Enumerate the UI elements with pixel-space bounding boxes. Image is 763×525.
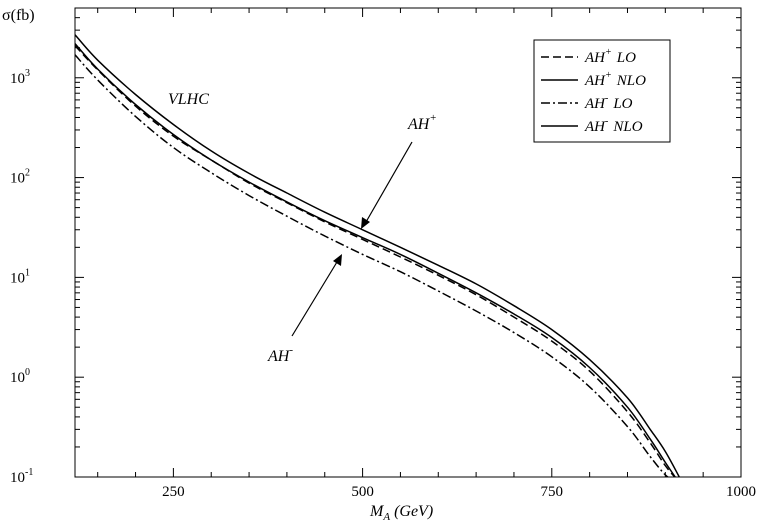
- x-tick-label: 500: [351, 484, 374, 500]
- y-tick-label: 10-1: [10, 467, 33, 486]
- legend-label-1: AH+ NLO: [584, 70, 646, 89]
- series-line-1: [75, 34, 681, 477]
- y-axis-label: σ(fb): [2, 7, 35, 24]
- data-curves: [75, 34, 681, 477]
- series-line-3: [75, 43, 677, 477]
- ah-minus-annotation: AH-: [267, 344, 293, 365]
- plot-frame: [74, 7, 742, 478]
- y-tick-label: 101: [10, 267, 30, 286]
- ah-plus-arrow: [361, 141, 413, 229]
- legend-label-2: AH- LO: [584, 93, 633, 112]
- y-tick-label: 103: [10, 68, 30, 87]
- legend-label-0: AH+ LO: [584, 47, 636, 66]
- collider-annotation: VLHC: [168, 91, 209, 108]
- series-line-2: [75, 54, 670, 477]
- x-tick-label: 750: [541, 484, 564, 500]
- ah-minus-arrow: [291, 254, 342, 337]
- legend-label-3: AH- NLO: [584, 116, 643, 135]
- ah-plus-annotation: AH+: [407, 112, 437, 133]
- x-axis-label: MA (GeV): [369, 503, 433, 523]
- axis-ticks: 250 500 750 1000 10-1 100 101 102 103: [10, 8, 756, 500]
- series-line-0: [75, 45, 676, 477]
- y-tick-label: 100: [10, 367, 30, 386]
- x-tick-label: 250: [162, 484, 185, 500]
- legend: AH+ LO AH+ NLO AH- LO AH- NLO: [533, 39, 671, 143]
- x-tick-label: 1000: [726, 484, 756, 500]
- y-tick-label: 102: [10, 168, 30, 187]
